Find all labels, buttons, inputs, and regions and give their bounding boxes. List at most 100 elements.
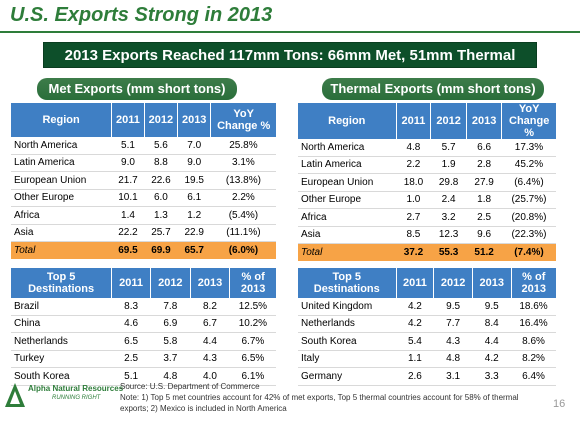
thermal-dest-cell: 4.2 xyxy=(472,350,512,368)
thermal-dest-row: South Korea 5.4 4.3 4.4 8.6% xyxy=(298,332,556,351)
thermal-cell: 2.7 xyxy=(396,208,431,227)
thermal-dest-cell: Germany xyxy=(298,367,397,386)
met-dest-cell: 4.4 xyxy=(190,332,230,351)
summary-banner: 2013 Exports Reached 117mm Tons: 66mm Me… xyxy=(43,42,537,68)
met-dest-cell: 4.3 xyxy=(190,350,230,368)
met-dest-cell: 8.2 xyxy=(190,298,230,316)
met-cell: 9.0 xyxy=(177,154,211,172)
thermal-cell: 12.3 xyxy=(430,226,467,244)
met-cell: 22.2 xyxy=(111,224,145,242)
met-cell: 22.6 xyxy=(144,171,178,190)
met-dest-header-4: % of 2013 xyxy=(229,268,276,298)
met-header-1: 2011 xyxy=(111,103,145,137)
thermal-cell: Other Europe xyxy=(298,191,397,209)
met-cell: 25.8% xyxy=(210,137,276,155)
thermal-cell: 2.4 xyxy=(430,191,467,209)
thermal-exports-heading: Thermal Exports (mm short tons) xyxy=(322,78,544,100)
thermal-cell: 1.0 xyxy=(396,191,431,209)
met-dest-cell: 8.3 xyxy=(111,298,151,316)
met-cell: European Union xyxy=(11,171,112,190)
met-dest-cell: 7.8 xyxy=(150,298,191,316)
thermal-cell: 29.8 xyxy=(430,173,467,192)
thermal-dest-cell: 5.4 xyxy=(396,332,434,351)
thermal-row: Latin America 2.2 1.9 2.8 45.2% xyxy=(298,156,556,174)
thermal-dest-header-4: % of 2013 xyxy=(511,268,556,298)
page-title: U.S. Exports Strong in 2013 xyxy=(10,4,273,26)
met-header-3: 2013 xyxy=(177,103,212,137)
met-cell: 1.2 xyxy=(177,206,211,225)
met-cell: 1.4 xyxy=(111,206,145,225)
met-header-0: Region xyxy=(11,103,113,137)
met-cell: North America xyxy=(11,137,112,155)
thermal-dest-header-2: 2012 xyxy=(433,268,473,298)
thermal-cell: 2.8 xyxy=(466,156,502,174)
thermal-cell: 1.8 xyxy=(466,191,502,209)
thermal-dest-row: Germany 2.6 3.1 3.3 6.4% xyxy=(298,367,556,386)
met-exports-heading: Met Exports (mm short tons) xyxy=(37,78,237,100)
met-dest-cell: 3.7 xyxy=(150,350,191,368)
met-cell: 10.1 xyxy=(111,189,145,207)
met-cell: 5.1 xyxy=(111,137,145,155)
met-dest-cell: China xyxy=(11,315,112,333)
met-cell: 69.5 xyxy=(111,241,145,259)
met-dest-cell: 4.6 xyxy=(111,315,151,333)
thermal-dest-row: Netherlands 4.2 7.7 8.4 16.4% xyxy=(298,315,556,333)
thermal-row: Other Europe 1.0 2.4 1.8 (25.7%) xyxy=(298,191,556,209)
thermal-dest-cell: 9.5 xyxy=(433,298,473,316)
met-dest-header-3: 2013 xyxy=(190,268,231,298)
met-cell: 6.0 xyxy=(144,189,178,207)
thermal-dest-cell: Italy xyxy=(298,350,397,368)
met-cell: 1.3 xyxy=(144,206,178,225)
met-dest-cell: Turkey xyxy=(11,350,112,368)
met-dest-cell: 6.9 xyxy=(150,315,191,333)
thermal-dest-cell: 4.2 xyxy=(396,298,434,316)
thermal-cell: 2.5 xyxy=(466,208,502,227)
met-cell: 22.9 xyxy=(177,224,211,242)
thermal-cell: 2.2 xyxy=(396,156,431,174)
thermal-dest-cell: 16.4% xyxy=(511,315,556,333)
thermal-cell: 27.9 xyxy=(466,173,502,192)
met-cell: 65.7 xyxy=(177,241,211,259)
thermal-row: North America 4.8 5.7 6.6 17.3% xyxy=(298,139,556,157)
met-cell: 21.7 xyxy=(111,171,145,190)
met-cell: Africa xyxy=(11,206,112,225)
page-number: 16 xyxy=(553,398,566,410)
met-dest-cell: 10.2% xyxy=(229,315,276,333)
met-dest-header-1: 2011 xyxy=(111,268,151,298)
thermal-cell: 6.6 xyxy=(466,139,502,157)
thermal-dest-cell: 4.2 xyxy=(396,315,434,333)
footnote: Source: U.S. Department of Commerce Note… xyxy=(120,381,540,414)
thermal-cell: 1.9 xyxy=(430,156,467,174)
thermal-cell: Africa xyxy=(298,208,397,227)
source-note: Source: U.S. Department of Commerce xyxy=(120,382,260,391)
thermal-cell: (25.7%) xyxy=(501,191,556,209)
thermal-dest-header-0: Top 5 Destinations xyxy=(298,268,397,298)
met-row: North America 5.1 5.6 7.0 25.8% xyxy=(11,137,276,155)
met-row: Latin America 9.0 8.8 9.0 3.1% xyxy=(11,154,276,172)
met-dest-cell: 5.8 xyxy=(150,332,191,351)
thermal-dest-cell: 4.8 xyxy=(433,350,473,368)
thermal-cell: 9.6 xyxy=(466,226,502,244)
met-dest-header-0: Top 5 Destinations xyxy=(11,268,113,298)
thermal-cell: 37.2 xyxy=(396,243,431,261)
thermal-dest-cell: 1.1 xyxy=(396,350,434,368)
met-dest-row: Turkey 2.5 3.7 4.3 6.5% xyxy=(11,350,276,368)
met-dest-cell: 5.1 xyxy=(111,367,151,386)
thermal-dest-cell: 9.5 xyxy=(472,298,512,316)
met-cell: (6.0%) xyxy=(210,241,276,259)
thermal-dest-cell: 8.2% xyxy=(511,350,556,368)
thermal-cell: (20.8%) xyxy=(501,208,556,227)
met-row: Asia 22.2 25.7 22.9 (11.1%) xyxy=(11,224,276,242)
met-dest-cell: 12.5% xyxy=(229,298,276,316)
met-dest-cell: 2.5 xyxy=(111,350,151,368)
thermal-dest-cell: 8.4 xyxy=(472,315,512,333)
thermal-dest-cell: 8.6% xyxy=(511,332,556,351)
logo-name: Alpha Natural Resources xyxy=(28,384,124,393)
thermal-cell: 18.0 xyxy=(396,173,431,192)
thermal-dest-header-3: 2013 xyxy=(472,268,512,298)
thermal-dest-cell: 7.7 xyxy=(433,315,473,333)
met-cell: 8.8 xyxy=(144,154,178,172)
met-cell: 69.9 xyxy=(144,241,178,259)
thermal-cell: 45.2% xyxy=(501,156,556,174)
thermal-header-4: YoY Change% xyxy=(501,103,556,139)
